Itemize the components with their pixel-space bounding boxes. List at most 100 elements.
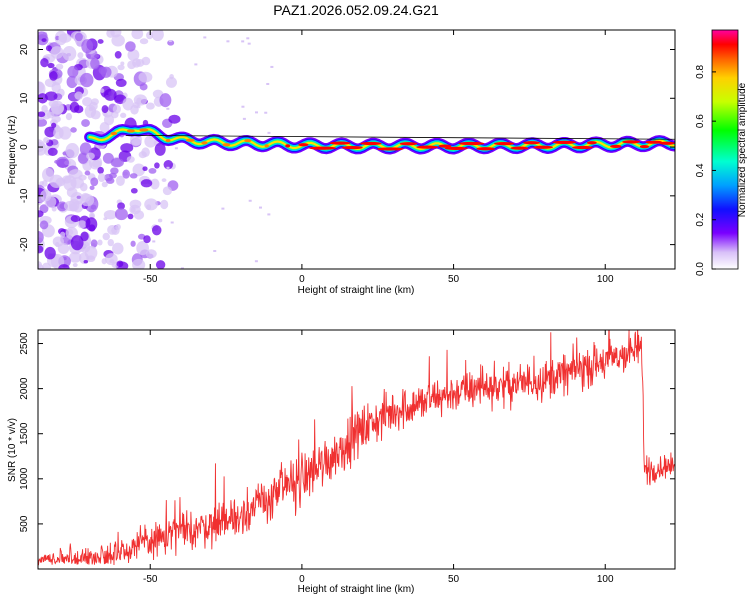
noise-blob (110, 157, 124, 168)
snr-y-tick-label: 2000 (19, 377, 30, 400)
noise-blob (144, 135, 157, 148)
snr-x-tick-label: 0 (299, 574, 305, 585)
noise-blob (97, 166, 104, 174)
noise-blob (132, 101, 140, 109)
noise-blob (151, 30, 164, 42)
noise-blob (74, 91, 84, 100)
spectrogram-y-tick-label: -10 (19, 188, 30, 203)
snr-x-label: Height of straight line (km) (298, 584, 415, 595)
noise-blob (38, 118, 48, 127)
noise-speck (264, 111, 268, 114)
ridge-peak (139, 128, 149, 132)
noise-blob (68, 169, 83, 180)
noise-blob (38, 31, 48, 41)
noise-blob (145, 249, 157, 259)
noise-blob (126, 156, 135, 163)
ridge-peak (622, 140, 641, 144)
noise-blob (115, 223, 121, 231)
noise-blob (55, 35, 60, 41)
noise-blob (120, 61, 125, 66)
snr-marks (38, 330, 675, 566)
noise-blob (51, 115, 61, 123)
noise-blob (155, 260, 166, 269)
noise-blob (161, 178, 167, 183)
noise-blob (140, 179, 153, 188)
noise-blob (41, 262, 52, 269)
noise-speck (221, 207, 225, 210)
ridge-peak (285, 144, 291, 148)
noise-blob (104, 88, 117, 101)
noise-blob (70, 127, 77, 133)
noise-blob (88, 106, 94, 112)
noise-blob (148, 168, 157, 174)
noise-blob (129, 173, 138, 179)
noise-blob (112, 104, 121, 114)
spectrogram-frame (37, 29, 676, 270)
noise-blob (62, 46, 77, 61)
noise-blob (111, 34, 125, 47)
noise-blob (163, 159, 174, 170)
noise-blob (143, 235, 151, 244)
noise-speck (241, 105, 245, 108)
noise-blob (122, 169, 130, 179)
noise-blob (42, 167, 55, 182)
noise-blob (79, 72, 94, 88)
ridge-reference-line (125, 134, 675, 140)
noise-blob (47, 147, 58, 156)
ridge-peak (222, 143, 231, 147)
noise-blob (90, 177, 99, 187)
noise-blob (89, 185, 95, 191)
ridge-peak (416, 145, 438, 149)
noise-blob (151, 225, 162, 236)
ridge-peak (308, 146, 337, 150)
spectrogram-y-ticks: -20 -10 0 10 20 (19, 44, 675, 252)
noise-speck (241, 40, 245, 43)
noise-blob (115, 78, 127, 88)
noise-blob (57, 242, 70, 254)
noise-blob (65, 112, 73, 121)
noise-blob (56, 156, 69, 168)
colorbar-tick-label: 0.4 (695, 163, 706, 177)
colorbar-tick-label: 0.0 (695, 262, 706, 276)
noise-speck (242, 117, 246, 120)
noise-blob (103, 210, 118, 220)
noise-blob (59, 231, 66, 239)
spectrogram-y-tick-label: 0 (19, 144, 30, 150)
noise-speck (170, 221, 174, 224)
ridge-peak (438, 144, 452, 148)
noise-blob (142, 166, 148, 172)
ridge-peak (533, 145, 553, 149)
ridge-peak (185, 138, 195, 142)
noise-blob (90, 239, 98, 248)
noise-blob (49, 71, 58, 81)
snr-y-tick-label: 2500 (19, 332, 30, 355)
noise-blob (86, 53, 91, 59)
noise-blob (130, 188, 138, 194)
snr-y-label: SNR (10 * v/v) (7, 418, 18, 482)
noise-blob (85, 217, 98, 231)
noise-blob (91, 160, 102, 168)
spectrogram-y-tick-label: 10 (19, 92, 30, 104)
noise-blob (77, 152, 89, 164)
noise-blob (139, 83, 148, 91)
noise-speck (266, 82, 270, 85)
ridge-peak (377, 147, 404, 151)
noise-blob (38, 81, 45, 93)
noise-blob (102, 232, 110, 241)
noise-blob (100, 88, 105, 93)
noise-blob (138, 71, 153, 83)
noise-blob (107, 238, 115, 247)
spectrogram-y-label: Frequency (Hz) (7, 116, 18, 185)
noise-blob (77, 220, 87, 229)
ridge-peak (298, 143, 309, 147)
colorbar-tick-label: 0.8 (695, 64, 706, 78)
noise-blob (38, 111, 46, 118)
noise-blob (44, 126, 56, 138)
noise-blob (39, 204, 49, 214)
ridge-peak (610, 144, 622, 148)
noise-blob (58, 264, 70, 269)
noise-blob (70, 215, 81, 223)
noise-blob (127, 49, 140, 62)
spectrogram-x-tick-label: 0 (299, 274, 305, 285)
noise-blob (66, 75, 78, 89)
